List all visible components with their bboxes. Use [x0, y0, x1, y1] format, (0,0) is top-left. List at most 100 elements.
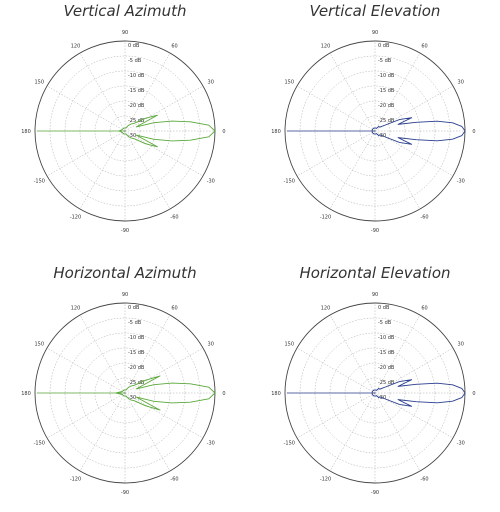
radial-tick-label: -20 dB	[378, 365, 395, 371]
grid-spoke	[124, 392, 171, 472]
chart-panel-vertical-elevation: Vertical Elevation 0 dB -5 dB -10 dB -15 dB…	[250, 0, 500, 250]
angle-tick-label: 120	[71, 43, 81, 49]
grid-spoke	[46, 85, 126, 132]
grid-spoke	[374, 392, 421, 472]
radial-tick-label: -20 dB	[128, 365, 145, 371]
angle-tick-label: 60	[171, 43, 177, 49]
grid-spoke	[79, 314, 126, 394]
angle-tick-label: 90	[372, 292, 378, 298]
grid-spoke	[46, 347, 126, 394]
angle-tick-label: 30	[208, 80, 214, 86]
radial-tick-label: -20 dB	[128, 103, 145, 109]
angle-tick-label: -30	[457, 179, 465, 185]
grid-spoke	[79, 52, 126, 132]
angle-tick-label: 90	[122, 292, 128, 298]
grid-spoke	[296, 85, 376, 132]
angle-tick-label: 0	[222, 129, 225, 135]
angle-tick-label: -150	[34, 179, 45, 185]
polar-chart-horizontal-elevation: 0 dB -5 dB -10 dB -15 dB -20 dB -25 dB -30 0 30 6…	[271, 292, 475, 496]
angle-tick-label: -150	[284, 179, 295, 185]
angle-tick-label: 30	[458, 80, 464, 86]
angle-tick-label: 90	[122, 30, 128, 36]
angle-tick-label: 180	[21, 129, 31, 135]
radial-tick-label: 0 dB	[128, 305, 140, 311]
radial-tick-label: 0 dB	[378, 43, 390, 49]
radial-tick-label: -5 dB	[378, 320, 392, 326]
chart-panel-horizontal-elevation: Horizontal Elevation 0 dB -5 dB -10 dB -15 …	[250, 262, 500, 512]
grid-ring	[314, 70, 436, 192]
grid-spoke	[124, 392, 204, 439]
angle-tick-label: -90	[371, 228, 379, 234]
angle-tick-label: 60	[421, 43, 427, 49]
grid-ring	[64, 332, 186, 454]
angle-tick-label: -150	[34, 441, 45, 447]
radial-tick-label: -20 dB	[378, 103, 395, 109]
angle-tick-label: -60	[170, 215, 178, 221]
angle-tick-label: 180	[271, 129, 281, 135]
radial-tick-label: -10 dB	[128, 335, 145, 341]
angle-tick-label: -120	[70, 215, 81, 221]
radial-tick-label: -10 dB	[128, 73, 145, 79]
angle-tick-label: 0	[472, 391, 475, 397]
angle-tick-label: 120	[321, 43, 331, 49]
radial-tick-label: 0 dB	[128, 43, 140, 49]
angle-tick-label: 150	[284, 80, 294, 86]
grid-ring	[359, 377, 391, 409]
angle-tick-label: -90	[371, 490, 379, 496]
angle-tick-label: -30	[207, 441, 215, 447]
angle-tick-label: 90	[372, 30, 378, 36]
angle-tick-label: -120	[70, 477, 81, 483]
angle-tick-label: 30	[208, 342, 214, 348]
grid-spoke	[374, 130, 421, 210]
grid-ring	[314, 332, 436, 454]
angle-tick-label: -30	[457, 441, 465, 447]
polar-chart-vertical-azimuth: 0 dB -5 dB -10 dB -15 dB -20 dB -25 dB -30 0 30 6…	[21, 30, 225, 234]
angle-tick-label: 150	[34, 80, 44, 86]
radial-tick-label: -30	[128, 395, 136, 401]
radial-tick-label: -15 dB	[378, 88, 395, 94]
chart-title: Vertical Azimuth	[63, 2, 187, 20]
chart-panel-horizontal-azimuth: Horizontal Azimuth 0 dB -5 dB -10 dB -15 dB…	[0, 262, 250, 512]
radial-tick-label: -10 dB	[378, 335, 395, 341]
angle-tick-label: -90	[121, 490, 129, 496]
angle-tick-label: -90	[121, 228, 129, 234]
angle-tick-label: -60	[170, 477, 178, 483]
angle-tick-label: 60	[421, 305, 427, 311]
angle-tick-label: -120	[320, 477, 331, 483]
radial-tick-label: -25 dB	[378, 380, 395, 386]
angle-tick-label: -60	[420, 477, 428, 483]
radial-tick-label: -25 dB	[128, 380, 145, 386]
radial-tick-label: -25 dB	[378, 118, 395, 124]
angle-tick-label: 150	[284, 342, 294, 348]
radial-tick-label: -30	[128, 133, 136, 139]
radial-tick-label: -15 dB	[128, 350, 145, 356]
polar-chart-vertical-elevation: 0 dB -5 dB -10 dB -15 dB -20 dB -25 dB -30 0 30 6…	[271, 30, 475, 234]
radial-tick-label: -5 dB	[128, 320, 142, 326]
angle-tick-label: 60	[171, 305, 177, 311]
grid-ring	[109, 115, 141, 147]
grid-spoke	[329, 52, 376, 132]
grid-spoke	[124, 130, 171, 210]
angle-tick-label: 0	[472, 129, 475, 135]
radial-tick-label: 0 dB	[378, 305, 390, 311]
angle-tick-label: 120	[321, 305, 331, 311]
angle-tick-label: 150	[34, 342, 44, 348]
chart-title: Vertical Elevation	[309, 2, 441, 20]
chart-title: Horizontal Elevation	[299, 264, 451, 282]
polar-chart-horizontal-azimuth: 0 dB -5 dB -10 dB -15 dB -20 dB -25 dB -30 0 30 6…	[21, 292, 225, 496]
radial-tick-label: -15 dB	[378, 350, 395, 356]
radial-tick-label: -15 dB	[128, 88, 145, 94]
radial-tick-label: -10 dB	[378, 73, 395, 79]
radial-tick-label: -5 dB	[128, 58, 142, 64]
angle-tick-label: 120	[71, 305, 81, 311]
angle-tick-label: -30	[207, 179, 215, 185]
grid-spoke	[124, 130, 204, 177]
radial-tick-label: -25 dB	[128, 118, 145, 124]
angle-tick-label: -120	[320, 215, 331, 221]
angle-tick-label: -60	[420, 215, 428, 221]
chart-title: Horizontal Azimuth	[53, 264, 197, 282]
grid-spoke	[296, 347, 376, 394]
radial-tick-label: -5 dB	[378, 58, 392, 64]
grid-ring	[109, 377, 141, 409]
angle-tick-label: 180	[271, 391, 281, 397]
